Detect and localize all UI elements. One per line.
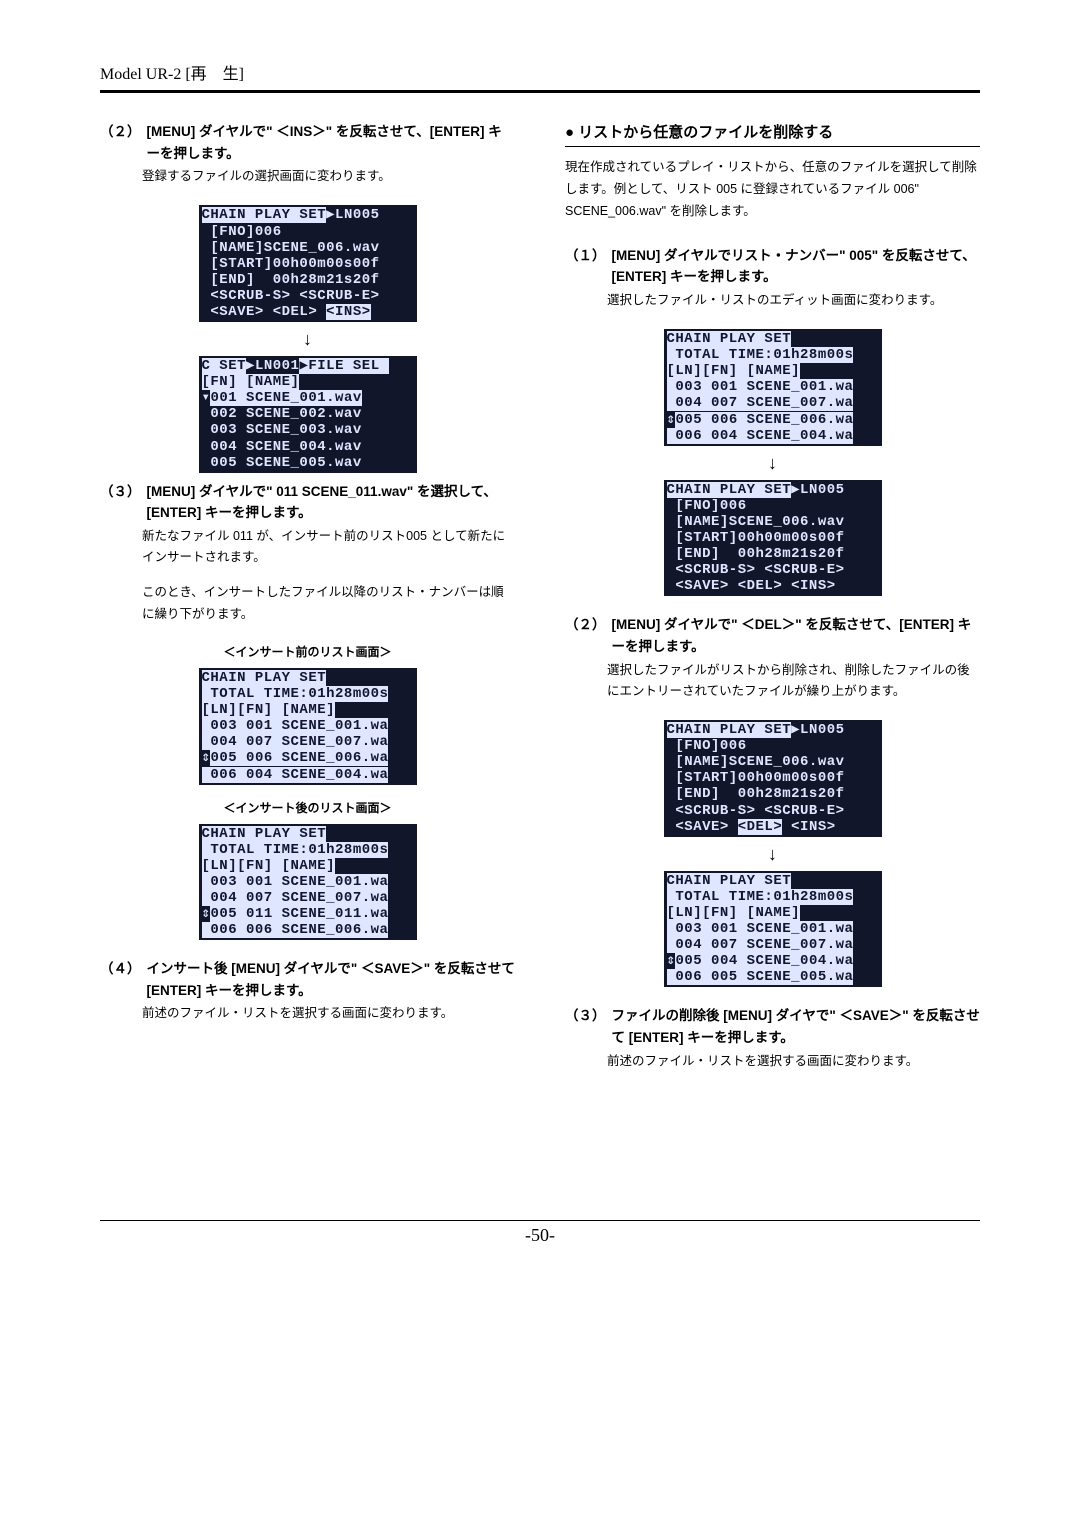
step-body: 前述のファイル・リストを選択する画面に変わります。 <box>607 1051 980 1072</box>
left-column: （２） [MENU] ダイヤルで" ＜INS＞" を反転させて、[ENTER] … <box>100 121 515 1090</box>
step-title: [MENU] ダイヤルで" ＜DEL＞" を反転させて、[ENTER] キーを押… <box>612 614 981 657</box>
content-columns: （２） [MENU] ダイヤルで" ＜INS＞" を反転させて、[ENTER] … <box>100 121 980 1090</box>
step-num: （４） <box>100 958 141 1001</box>
lcd-screen-8: CHAIN PLAY SET TOTAL TIME:01h28m00s [LN]… <box>664 871 882 988</box>
step-num: （１） <box>565 245 606 288</box>
left-step-2: （２） [MENU] ダイヤルで" ＜INS＞" を反転させて、[ENTER] … <box>100 121 515 187</box>
step-title: インサート後 [MENU] ダイヤルで" ＜SAVE＞" を反転させて [ENT… <box>147 958 516 1001</box>
section-desc: 現在作成されているプレイ・リストから、任意のファイルを選択して削除します。例とし… <box>565 157 980 223</box>
step-num: （２） <box>100 121 141 164</box>
step-num: （３） <box>565 1005 606 1048</box>
down-arrow-icon: ↓ <box>565 845 980 863</box>
down-arrow-icon: ↓ <box>100 330 515 348</box>
section-title: ● リストから任意のファイルを削除する <box>565 121 980 147</box>
left-step-3: （３） [MENU] ダイヤルで" 011 SCENE_011.wav" を選択… <box>100 481 515 625</box>
lcd-screen-5: CHAIN PLAY SET TOTAL TIME:01h28m00s [LN]… <box>664 329 882 446</box>
lcd-screen-3: CHAIN PLAY SET TOTAL TIME:01h28m00s [LN]… <box>199 668 417 785</box>
lcd-screen-2: C SET▶LN001▶FILE SEL [FN] [NAME] ▾001 SC… <box>199 356 417 473</box>
caption-after: ＜インサート後のリスト画面＞ <box>100 799 515 816</box>
step-body: 選択したファイルがリストから削除され、削除したファイルの後にエントリーされていた… <box>607 660 980 703</box>
right-step-3: （３） ファイルの削除後 [MENU] ダイヤで" ＜SAVE＞" を反転させて… <box>565 1005 980 1071</box>
right-step-1: （１） [MENU] ダイヤルでリスト・ナンバー" 005" を反転させて、[E… <box>565 245 980 311</box>
page-number: -50- <box>100 1225 980 1246</box>
page-header: Model UR-2 [再 生] <box>100 60 980 84</box>
left-step-4: （４） インサート後 [MENU] ダイヤルで" ＜SAVE＞" を反転させて … <box>100 958 515 1024</box>
step-title: [MENU] ダイヤルで" 011 SCENE_011.wav" を選択して、[… <box>147 481 516 524</box>
lcd-screen-1: CHAIN PLAY SET▶LN005 [FNO]006 [NAME]SCEN… <box>199 205 417 322</box>
header-rule <box>100 90 980 93</box>
step-title: [MENU] ダイヤルで" ＜INS＞" を反転させて、[ENTER] キーを押… <box>147 121 516 164</box>
step-title: ファイルの削除後 [MENU] ダイヤで" ＜SAVE＞" を反転させて [EN… <box>612 1005 981 1048</box>
right-step-2: （２） [MENU] ダイヤルで" ＜DEL＞" を反転させて、[ENTER] … <box>565 614 980 702</box>
lcd-screen-6: CHAIN PLAY SET▶LN005 [FNO]006 [NAME]SCEN… <box>664 480 882 597</box>
footer-rule <box>100 1220 980 1221</box>
step-num: （２） <box>565 614 606 657</box>
lcd-screen-7: CHAIN PLAY SET▶LN005 [FNO]006 [NAME]SCEN… <box>664 720 882 837</box>
lcd-screen-4: CHAIN PLAY SET TOTAL TIME:01h28m00s [LN]… <box>199 824 417 941</box>
step-body: 登録するファイルの選択画面に変わります。 <box>142 166 515 187</box>
caption-before: ＜インサート前のリスト画面＞ <box>100 643 515 660</box>
step-num: （３） <box>100 481 141 524</box>
right-column: ● リストから任意のファイルを削除する 現在作成されているプレイ・リストから、任… <box>565 121 980 1090</box>
down-arrow-icon: ↓ <box>565 454 980 472</box>
step-body: 前述のファイル・リストを選択する画面に変わります。 <box>142 1003 515 1024</box>
step-body: 選択したファイル・リストのエディット画面に変わります。 <box>607 290 980 311</box>
step-title: [MENU] ダイヤルでリスト・ナンバー" 005" を反転させて、[ENTER… <box>612 245 981 288</box>
step-body: 新たなファイル 011 が、インサート前のリスト005 として新たにインサートさ… <box>142 526 515 625</box>
